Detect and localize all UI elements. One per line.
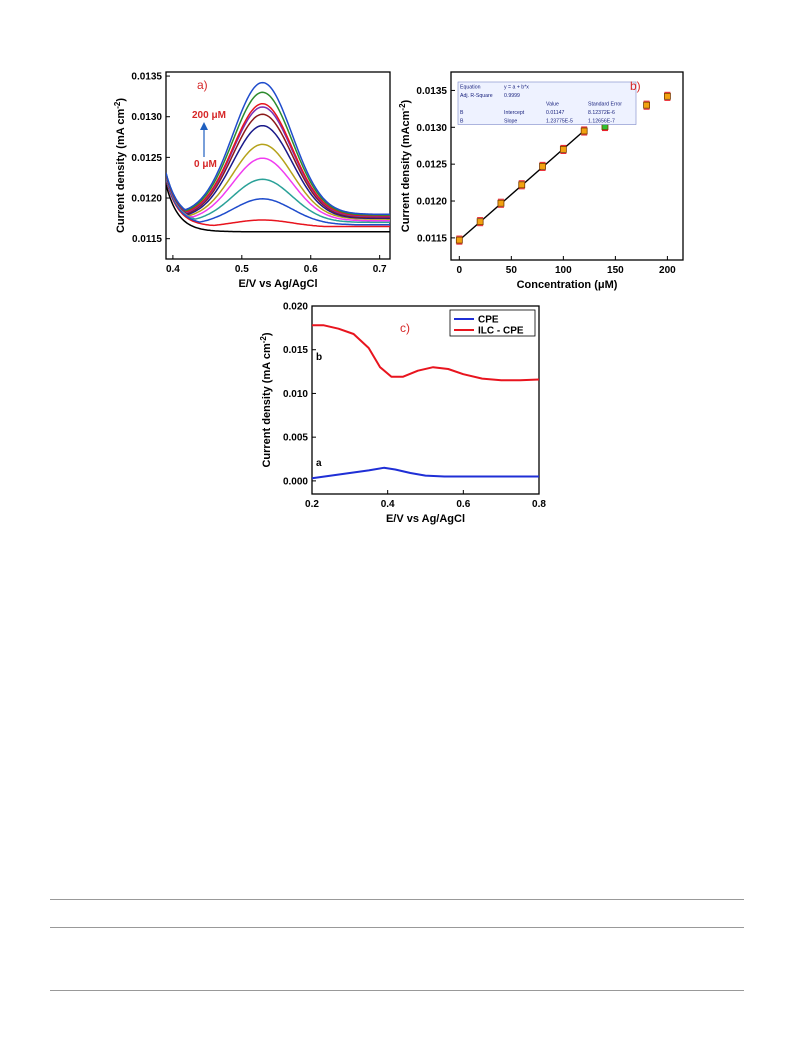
y-tick-label: 0.010 (283, 389, 308, 400)
x-tick-label: 100 (555, 265, 572, 276)
y-tick-label: 0.020 (283, 302, 308, 313)
y-tick-label: 0.0125 (416, 160, 447, 171)
fit-table-cell: Value (546, 102, 559, 108)
fit-table-cell: Equation (460, 85, 481, 91)
arrow-bottom-label: 0 μM (194, 159, 217, 170)
y-tick-label: 0.015 (283, 345, 308, 356)
series-line (166, 106, 390, 218)
data-point (580, 127, 588, 135)
y-tick-label: 0.0115 (132, 234, 162, 245)
panel-label-c: c) (400, 321, 410, 335)
y-tick-label: 0.0135 (416, 86, 447, 97)
series-line (311, 466, 539, 480)
data-point (497, 199, 505, 207)
panel-label-a: a) (197, 78, 208, 92)
series-line (166, 91, 390, 216)
arrow-head (200, 122, 208, 130)
fit-table-cell: Adj. R-Square (460, 93, 493, 99)
series-line (166, 143, 390, 220)
y-tick-label: 0.0135 (131, 72, 162, 83)
x-tick-label: 0.4 (381, 499, 395, 510)
y-tick-label: 0.005 (283, 433, 308, 444)
x-tick-label: 0.2 (305, 499, 319, 510)
data-point (455, 236, 463, 244)
series-group (166, 81, 390, 233)
x-tick-label: 0 (457, 265, 463, 276)
x-tick-label: 50 (506, 265, 518, 276)
x-axis-label: Concentration (μM) (517, 279, 618, 291)
y-tick-label: 0.0130 (416, 123, 447, 134)
chart-a: 0.4 0.5 0.6 0.7 0.0115 0.0120 0.0125 0.0130 0.01… (113, 71, 391, 290)
data-point (663, 92, 671, 100)
series-line (166, 157, 390, 222)
x-tick-label: 200 (659, 265, 676, 276)
x-tick-label: 0.6 (304, 264, 318, 275)
plot-frame (311, 305, 540, 495)
curve-label-b: b (316, 352, 322, 363)
fit-table-cell: 8.12372E-6 (588, 110, 615, 116)
panel-label-b: b) (630, 79, 641, 93)
fit-table-cell: B (460, 119, 464, 125)
series-line (166, 179, 390, 228)
fit-table-cell: Intercept (504, 110, 525, 116)
legend-label: CPE (478, 315, 499, 326)
curve-label-a: a (316, 458, 322, 469)
y-tick-label: 0.0130 (131, 112, 162, 123)
table-rule-bottom (50, 990, 744, 991)
x-tick-label: 0.8 (532, 499, 546, 510)
table-rule-top (50, 899, 744, 900)
y-tick-label: 0.0120 (131, 194, 162, 205)
x-tick-label: 150 (607, 265, 624, 276)
plot-frame (450, 71, 684, 261)
fit-table-cell: 0.01147 (546, 110, 564, 116)
series-line (312, 324, 540, 382)
arrow-top-label: 200 μM (192, 110, 226, 121)
x-axis-label: E/V vs Ag/AgCl (386, 513, 465, 525)
x-tick-label: 0.7 (373, 264, 387, 275)
series-line (166, 81, 390, 216)
x-tick-label: 0.4 (166, 264, 180, 275)
fit-table-cell: Slope (504, 119, 517, 125)
data-point (559, 146, 567, 153)
series-line (166, 177, 390, 226)
legend-label: ILC - CPE (478, 326, 524, 337)
chart-c: 0.2 0.4 0.6 0.8 0.000 0.005 0.010 0.015 0.020 E/V… (259, 302, 546, 526)
fit-table-cell: y = a + b*x (504, 85, 529, 91)
series-line (166, 184, 390, 233)
fit-table-cell: 0.9999 (504, 93, 520, 99)
x-tick-label: 0.6 (456, 499, 470, 510)
y-axis-label: Current density (mA cm-2) (113, 98, 127, 233)
fit-table-cell: B (460, 110, 464, 116)
data-point (518, 181, 526, 189)
series-line (166, 124, 390, 220)
y-axis-label: Current density (mA cm-2) (259, 332, 273, 467)
series-line (166, 113, 390, 219)
legend-box (449, 309, 536, 337)
data-point (539, 162, 546, 170)
table-rule-mid (50, 927, 744, 928)
y-tick-label: 0.0120 (416, 197, 447, 208)
fit-table (457, 81, 637, 125)
data-point (643, 101, 650, 109)
series-line (166, 102, 390, 217)
fit-table-cell: 1.12656E-7 (588, 119, 615, 125)
fit-table-cell: Standard Error (588, 102, 622, 108)
x-axis-label: E/V vs Ag/AgCl (238, 278, 317, 290)
y-tick-label: 0.000 (283, 476, 308, 487)
x-tick-label: 0.5 (235, 264, 249, 275)
y-tick-label: 0.0115 (417, 233, 447, 244)
y-tick-label: 0.0125 (131, 153, 162, 164)
chart-b: 0 50 100 150 200 0.0115 0.0120 0.0125 0.0130 0.01… (398, 71, 684, 291)
y-axis-label: Current density (mAcm-2) (398, 99, 412, 232)
series-line (166, 176, 390, 224)
data-point (476, 218, 484, 226)
plot-frame (165, 71, 391, 260)
fit-table-cell: 1.23775E-5 (546, 119, 573, 125)
